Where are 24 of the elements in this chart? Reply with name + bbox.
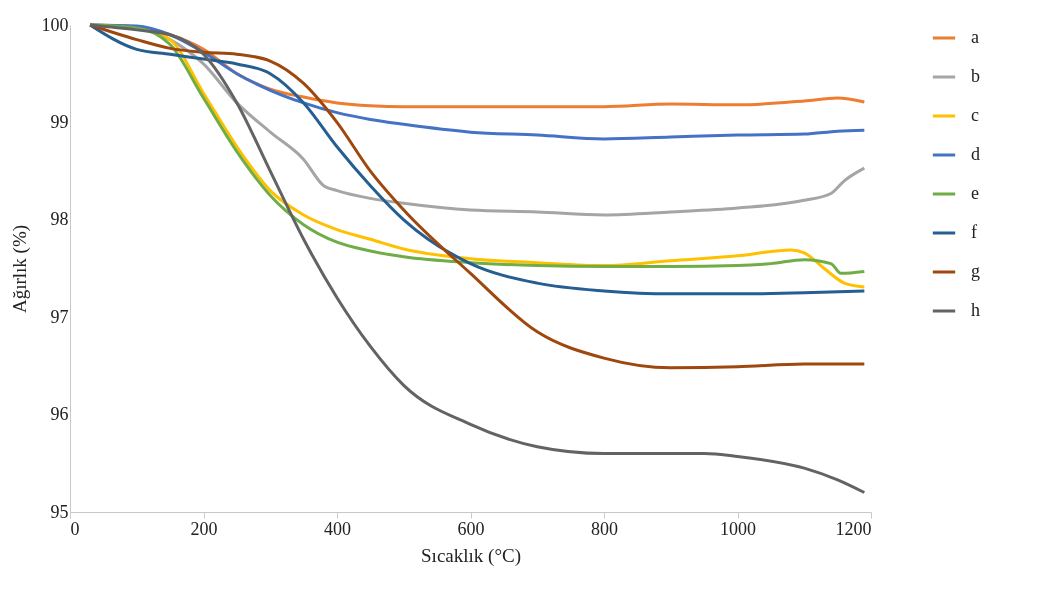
legend-label: c [971, 105, 979, 125]
legend-label: b [971, 66, 980, 86]
x-tick-label: 0 [70, 518, 80, 539]
legend-label: g [971, 261, 980, 281]
y-tick-label: 97 [50, 306, 69, 327]
legend-label: f [971, 222, 977, 242]
x-tick-label: 200 [190, 518, 218, 539]
x-axis-title: Sıcaklık (°C) [421, 544, 521, 567]
y-tick-label: 95 [50, 501, 69, 522]
x-tick-label: 800 [591, 518, 618, 539]
line-series [88, 23, 866, 495]
y-tick-label: 99 [50, 111, 69, 132]
y-tick-label: 98 [50, 209, 69, 230]
x-tick-label: 1000 [720, 518, 756, 539]
x-tick-label: 600 [457, 518, 485, 539]
y-tick-label: 96 [50, 404, 69, 425]
legend-label: d [971, 144, 980, 164]
y-tick-label: 100 [41, 14, 69, 35]
legend-label: a [971, 27, 979, 47]
x-tick-label: 400 [324, 518, 351, 539]
y-axis-title: Ağırlık (%) [8, 224, 31, 314]
legend-label: h [971, 300, 980, 320]
legend-label: e [971, 183, 979, 203]
x-tick-label: 1200 [835, 518, 872, 539]
